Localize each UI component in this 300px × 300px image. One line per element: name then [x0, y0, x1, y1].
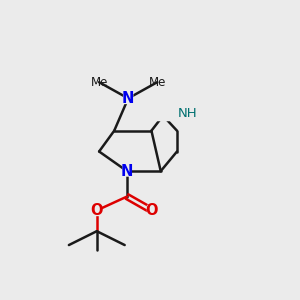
Text: N: N — [121, 164, 133, 178]
Text: N: N — [122, 91, 134, 106]
Text: NH: NH — [178, 107, 198, 120]
FancyBboxPatch shape — [92, 205, 101, 216]
FancyBboxPatch shape — [155, 110, 171, 121]
Text: Me: Me — [148, 76, 166, 89]
FancyBboxPatch shape — [123, 93, 134, 104]
Text: O: O — [91, 203, 103, 218]
FancyBboxPatch shape — [147, 205, 156, 216]
FancyBboxPatch shape — [122, 166, 132, 177]
Text: O: O — [145, 203, 158, 218]
Text: Me: Me — [90, 76, 108, 89]
